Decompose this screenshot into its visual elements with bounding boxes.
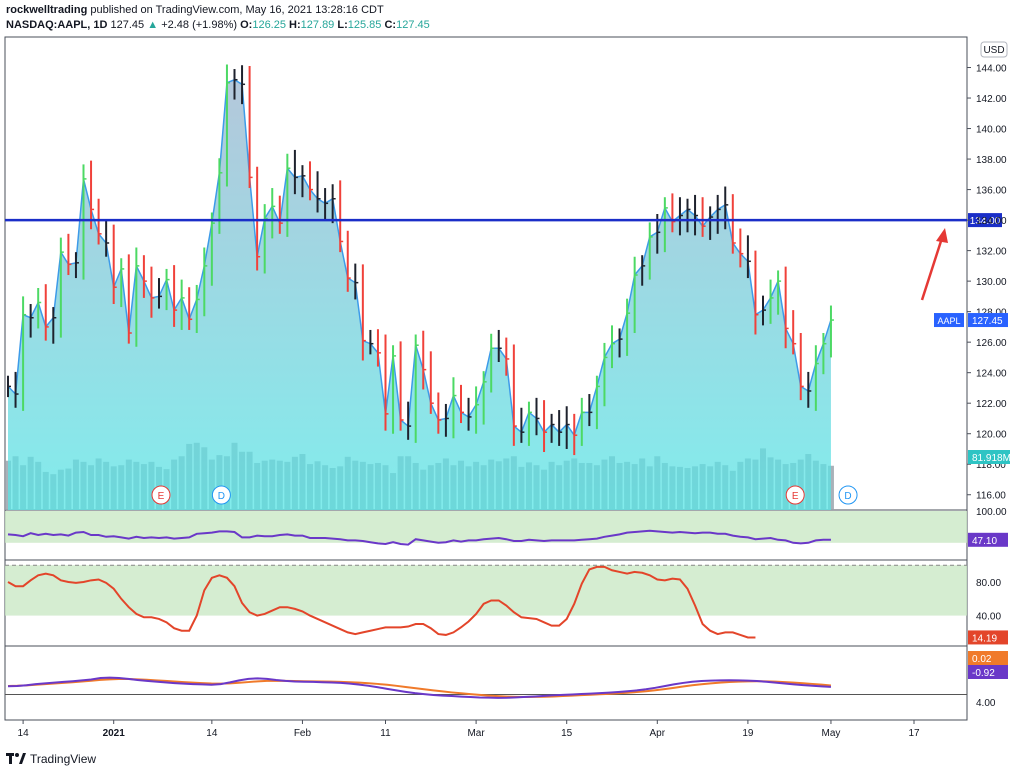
time-tick-label: Apr [650, 728, 666, 739]
change-value: +2.48 (+1.98%) [161, 19, 238, 31]
stoch-value-label-box [968, 630, 1008, 645]
ohlc-bars [7, 64, 834, 456]
stoch-tick-label: 80.00 [976, 578, 1001, 589]
open-label: O: [240, 19, 253, 31]
rsi-value-label: 47.10 [972, 536, 997, 547]
last-price: 127.45 [110, 19, 145, 31]
time-tick-label: 11 [380, 728, 391, 739]
arrow-head [936, 228, 948, 243]
price-tick-label: 118.00 [976, 460, 1006, 471]
price-line [7, 78, 832, 437]
annotation-arrow [920, 228, 948, 301]
volume-label: 81.918M [972, 453, 1011, 464]
macd-line [7, 676, 831, 699]
stoch-value-label: 14.19 [972, 633, 997, 644]
macd-indicator [5, 676, 967, 699]
price-tick-label: 134.00 [976, 216, 1007, 227]
arrow-shaft [920, 237, 944, 301]
change-up-icon: ▲ [147, 19, 159, 31]
publish-line: rockwelltrading published on TradingView… [6, 4, 384, 16]
stoch-band [5, 565, 967, 616]
price-tick-label: 136.00 [976, 186, 1007, 197]
time-tick-label: May [821, 728, 840, 739]
time-tick-label: 14 [206, 728, 218, 739]
price-tick-label: 142.00 [976, 94, 1007, 105]
close-value: 127.45 [396, 19, 430, 31]
price-tick-label: 120.00 [976, 430, 1007, 441]
price-axis[interactable]: 144.00 142.00 140.00 138.00 136.00 134.00 132.… [967, 64, 1007, 709]
resistance-line[interactable]: 134.00 [5, 213, 1002, 228]
high-label: H: [289, 19, 301, 31]
price-tick-label: 144.00 [976, 64, 1007, 75]
price-tick-label: 126.00 [976, 338, 1007, 349]
publish-info: published on TradingView.com, May 16, 20… [90, 4, 384, 16]
event-marker-label: D [844, 491, 851, 502]
currency-label: USD [983, 45, 1004, 56]
stoch-line [7, 565, 756, 639]
time-tick-label: Feb [294, 728, 312, 739]
author-name[interactable]: rockwelltrading [6, 4, 88, 16]
stoch-indicator [5, 564, 967, 639]
earnings-marker [785, 485, 805, 505]
time-tick-label: 2021 [103, 728, 126, 739]
symbol-line: NASDAQ:AAPL, 1D 127.45 ▲ +2.48 (+1.98%) … [6, 19, 430, 31]
price-tick-label: 116.00 [976, 491, 1006, 502]
resistance-price-label: 134.00 [970, 216, 1001, 227]
volume-label-box [968, 450, 1010, 464]
event-marker-label: D [218, 491, 225, 502]
time-tick-label: 17 [908, 728, 920, 739]
symbol-title[interactable]: NASDAQ:AAPL, 1D [6, 19, 108, 31]
price-tick-label: 124.00 [976, 369, 1007, 380]
low-label: L: [337, 19, 348, 31]
last-price-symbol: AAPL [937, 316, 960, 326]
price-tick-label: 122.00 [976, 399, 1007, 410]
macd-value-label-box [968, 665, 1008, 679]
macd-pane[interactable] [4, 645, 968, 721]
high-value: 127.89 [300, 19, 335, 31]
last-price-label-box [968, 313, 1008, 328]
rsi-value-label-box [968, 532, 1008, 547]
currency-box[interactable] [980, 41, 1008, 58]
tradingview-logo-icon [6, 753, 26, 764]
time-tick-label: 15 [561, 728, 573, 739]
low-value: 125.85 [347, 19, 382, 31]
last-price-label: 127.45 [972, 316, 1003, 327]
stoch-tick-label: 40.00 [976, 612, 1001, 623]
event-marker-label: E [792, 491, 799, 502]
macd-signal-label: 0.02 [972, 654, 992, 665]
last-price-symbol-box [934, 313, 964, 328]
price-tick-label: 140.00 [976, 125, 1007, 136]
close-label: C: [384, 19, 397, 31]
time-tick-label: 19 [742, 728, 754, 739]
dividend-marker [211, 485, 231, 505]
tradingview-logo-text: TradingView [30, 752, 97, 766]
price-tick-label: 132.00 [976, 247, 1007, 258]
open-value: 126.25 [252, 19, 286, 31]
macd-signal-line [7, 678, 832, 699]
price-area-fill [8, 79, 831, 510]
dividend-marker [838, 485, 858, 505]
earnings-marker [151, 485, 171, 505]
price-tick-label: 130.00 [976, 277, 1007, 288]
price-tick-label: 138.00 [976, 155, 1007, 166]
time-axis[interactable]: 14 2021 14 Feb 11 Mar 15 Apr 19 May 17 [18, 720, 920, 739]
rsi-indicator [5, 511, 967, 546]
event-marker-label: E [158, 491, 165, 502]
price-area [7, 78, 832, 510]
time-tick-label: Mar [467, 728, 485, 739]
macd-value-label: -0.92 [972, 668, 995, 679]
time-tick-label: 14 [18, 728, 30, 739]
resistance-price-tag [968, 213, 1002, 228]
axis-value-labels: AAPL 127.45 81.918M 47.10 14.19 0.02 -0.92 [934, 313, 1011, 679]
macd-tick-label: 4.00 [976, 698, 996, 709]
rsi-tick-label: 100.00 [976, 507, 1007, 518]
tradingview-logo[interactable]: TradingView [6, 752, 96, 766]
rsi-line [7, 529, 831, 546]
macd-signal-label-box [968, 651, 1008, 665]
